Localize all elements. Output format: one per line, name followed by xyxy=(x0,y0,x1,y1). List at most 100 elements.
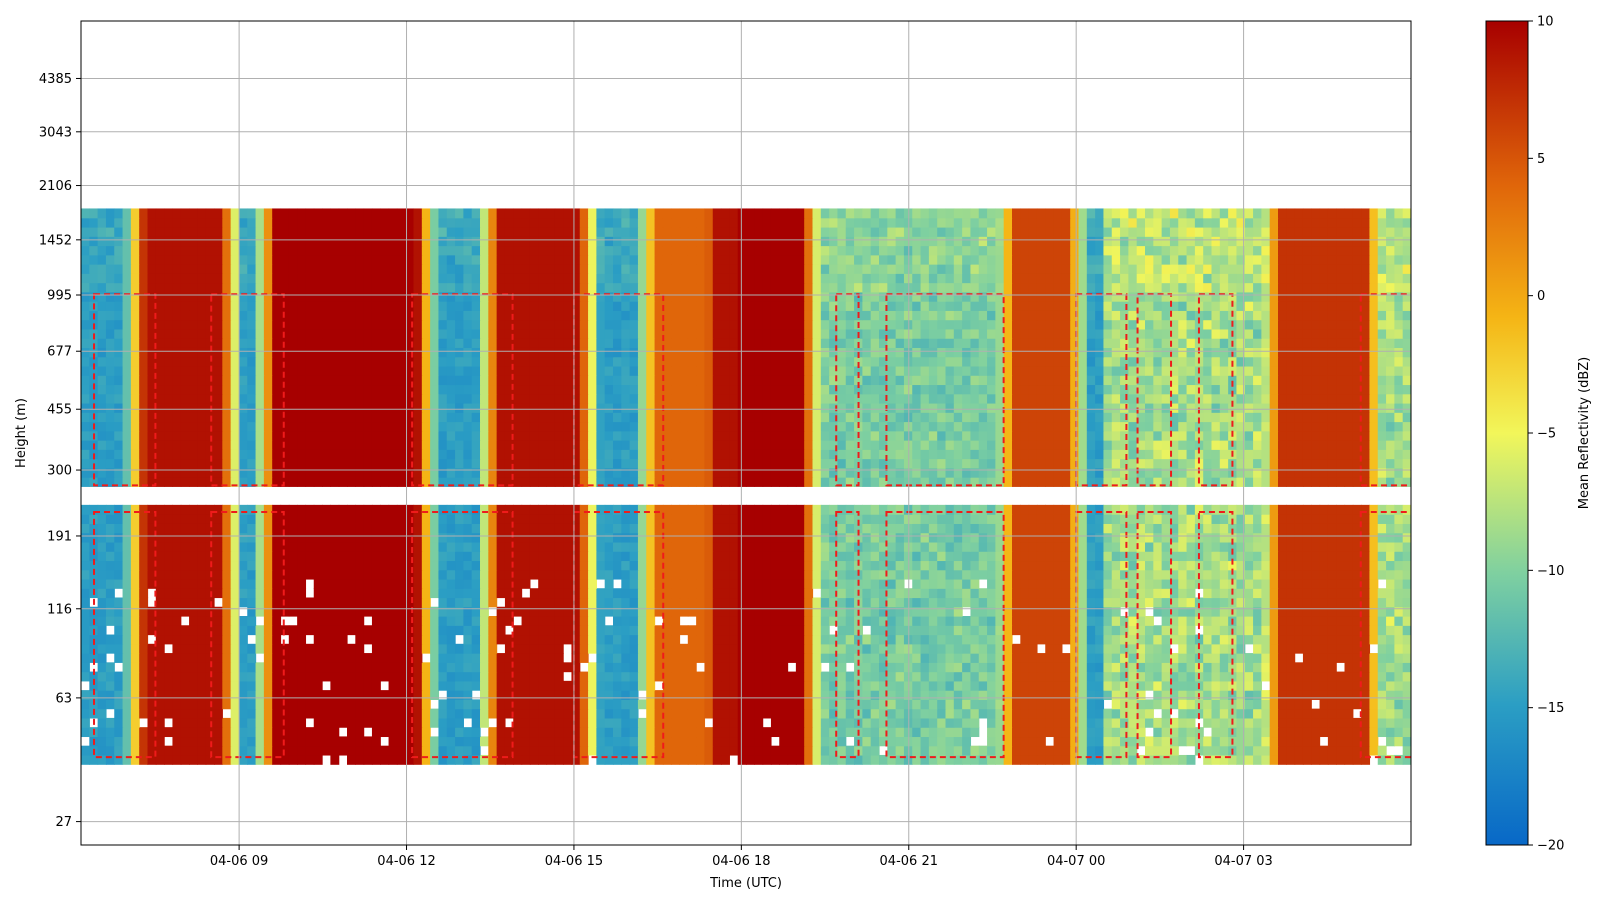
heatmap-cell xyxy=(671,578,681,589)
heatmap-cell xyxy=(1136,551,1146,562)
heatmap-cell xyxy=(396,588,406,599)
heatmap-cell xyxy=(978,551,988,562)
heatmap-cell xyxy=(238,643,248,654)
heatmap-cell xyxy=(1036,449,1046,460)
heatmap-cell xyxy=(1111,754,1121,765)
heatmap-cell xyxy=(1352,745,1362,756)
heatmap-cell xyxy=(1194,449,1204,460)
heatmap-cell xyxy=(1020,606,1030,617)
heatmap-cell xyxy=(613,449,622,460)
heatmap-cell xyxy=(787,477,797,487)
heatmap-cell xyxy=(953,643,963,654)
heatmap-cell xyxy=(795,736,805,747)
heatmap-cell xyxy=(1086,541,1096,552)
heatmap-cell xyxy=(1036,523,1046,534)
heatmap-cell xyxy=(1186,727,1196,738)
heatmap-cell xyxy=(471,717,481,728)
heatmap-cell xyxy=(313,588,323,599)
heatmap-cell xyxy=(779,588,789,599)
heatmap-cell xyxy=(845,643,855,654)
heatmap-cell xyxy=(1302,541,1312,552)
heatmap-cell xyxy=(804,449,814,460)
heatmap-cell xyxy=(1194,727,1204,738)
heatmap-cell xyxy=(729,653,739,663)
heatmap-cell xyxy=(164,458,174,469)
heatmap-cell xyxy=(313,606,323,617)
heatmap-cell xyxy=(687,717,697,728)
heatmap-cell xyxy=(787,523,797,534)
heatmap-cell xyxy=(1394,578,1404,589)
heatmap-cell xyxy=(513,625,523,636)
heatmap-cell xyxy=(280,541,290,552)
heatmap-cell xyxy=(496,569,506,580)
heatmap-cell xyxy=(945,597,955,608)
heatmap-cell xyxy=(1128,560,1138,571)
heatmap-cell xyxy=(1327,458,1337,469)
heatmap-cell xyxy=(1286,504,1296,515)
heatmap-cell xyxy=(1070,680,1080,691)
heatmap-cell xyxy=(529,653,539,663)
heatmap-cell xyxy=(920,671,930,682)
heatmap-cell xyxy=(97,588,107,599)
heatmap-cell xyxy=(405,597,415,608)
heatmap-cell xyxy=(1169,745,1179,756)
heatmap-cell xyxy=(1203,662,1213,673)
heatmap-cell xyxy=(1086,467,1096,478)
heatmap-cell xyxy=(1111,477,1121,487)
heatmap-cell xyxy=(1369,634,1379,645)
heatmap-cell xyxy=(230,708,240,719)
heatmap-cell xyxy=(554,541,564,552)
heatmap-cell xyxy=(737,616,747,626)
heatmap-cell xyxy=(405,514,415,524)
heatmap-cell xyxy=(1394,458,1404,469)
heatmap-cell xyxy=(139,578,149,589)
heatmap-cell xyxy=(455,532,464,543)
heatmap-cell xyxy=(1186,690,1196,700)
heatmap-cell xyxy=(1186,578,1196,589)
heatmap-cell xyxy=(879,514,888,524)
heatmap-cell xyxy=(1053,449,1063,460)
heatmap-cell xyxy=(455,662,464,673)
heatmap-cell xyxy=(305,606,315,617)
heatmap-cell xyxy=(1236,541,1246,552)
heatmap-cell xyxy=(455,653,464,663)
heatmap-cell xyxy=(1169,671,1179,682)
heatmap-cell xyxy=(222,671,232,682)
heatmap-cell xyxy=(130,708,140,719)
heatmap-cell xyxy=(679,643,689,654)
heatmap-cell xyxy=(820,643,830,654)
heatmap-cell xyxy=(870,643,880,654)
heatmap-cell xyxy=(721,699,730,710)
heatmap-cell xyxy=(114,523,124,534)
heatmap-cell xyxy=(779,616,789,626)
heatmap-cell xyxy=(81,449,90,460)
heatmap-cell xyxy=(1169,532,1179,543)
heatmap-cell xyxy=(388,523,398,534)
heatmap-cell xyxy=(928,736,938,747)
heatmap-cell xyxy=(887,625,897,636)
heatmap-cell xyxy=(371,727,381,738)
heatmap-cell xyxy=(646,449,656,460)
heatmap-cell xyxy=(862,597,872,608)
heatmap-cell xyxy=(613,458,622,469)
heatmap-cell xyxy=(920,560,930,571)
heatmap-cell xyxy=(953,477,963,487)
heatmap-cell xyxy=(654,458,664,469)
heatmap-cell xyxy=(687,514,697,524)
heatmap-cell xyxy=(446,449,456,460)
heatmap-cell xyxy=(513,551,523,562)
heatmap-cell xyxy=(222,551,232,562)
heatmap-cell xyxy=(613,708,622,719)
heatmap-cell xyxy=(1161,754,1171,765)
heatmap-cell xyxy=(455,588,464,599)
heatmap-cell xyxy=(920,680,930,691)
heatmap-cell xyxy=(238,616,248,626)
heatmap-cell xyxy=(829,560,839,571)
heatmap-cell xyxy=(679,727,689,738)
heatmap-cell xyxy=(197,504,207,515)
heatmap-cell xyxy=(338,634,348,645)
heatmap-cell xyxy=(430,588,440,599)
heatmap-cell xyxy=(322,690,331,700)
heatmap-cell xyxy=(928,727,938,738)
heatmap-cell xyxy=(820,597,830,608)
